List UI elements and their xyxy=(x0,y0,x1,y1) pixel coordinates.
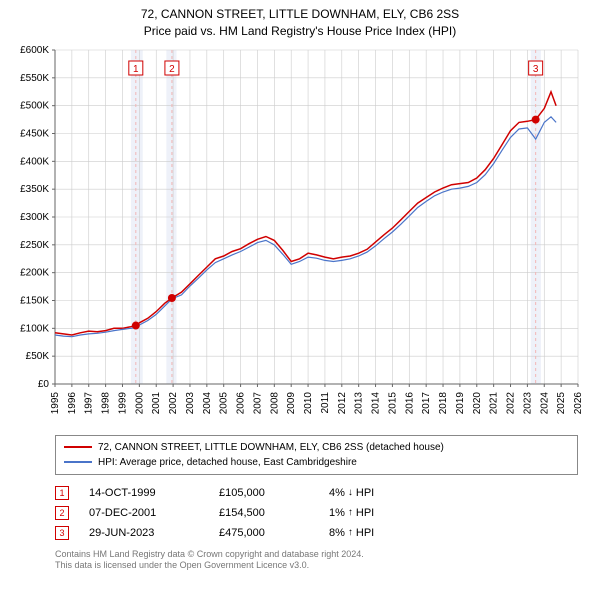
svg-text:2: 2 xyxy=(169,64,175,75)
arrow-down-icon: ↓ xyxy=(348,487,353,498)
svg-text:2001: 2001 xyxy=(151,391,162,414)
svg-text:1996: 1996 xyxy=(67,391,78,414)
svg-text:2015: 2015 xyxy=(387,391,398,414)
svg-text:£200K: £200K xyxy=(20,267,49,278)
event-delta: 8% ↑ HPI xyxy=(329,527,419,539)
svg-text:2002: 2002 xyxy=(168,391,179,414)
svg-text:2004: 2004 xyxy=(202,391,213,414)
event-row: 2 07-DEC-2001 £154,500 1% ↑ HPI xyxy=(55,503,578,523)
svg-text:£150K: £150K xyxy=(20,295,49,306)
footer-line-2: This data is licensed under the Open Gov… xyxy=(55,560,578,572)
event-row: 3 29-JUN-2023 £475,000 8% ↑ HPI xyxy=(55,523,578,543)
svg-text:2025: 2025 xyxy=(556,391,567,414)
svg-text:£50K: £50K xyxy=(26,351,50,362)
events-block: 1 14-OCT-1999 £105,000 4% ↓ HPI 2 07-DEC… xyxy=(55,483,578,543)
svg-text:2013: 2013 xyxy=(354,391,365,414)
event-date: 14-OCT-1999 xyxy=(89,487,199,499)
svg-text:2012: 2012 xyxy=(337,391,348,414)
svg-text:£600K: £600K xyxy=(20,45,49,56)
footer-line-1: Contains HM Land Registry data © Crown c… xyxy=(55,549,578,561)
event-date: 07-DEC-2001 xyxy=(89,507,199,519)
chart-svg: £0 £50K £100K £150K £200K £250K £300K £350K £400… xyxy=(0,44,600,429)
event-date: 29-JUN-2023 xyxy=(89,527,199,539)
svg-text:2009: 2009 xyxy=(286,391,297,414)
svg-text:£250K: £250K xyxy=(20,239,49,250)
footer-note: Contains HM Land Registry data © Crown c… xyxy=(55,549,578,572)
svg-text:£350K: £350K xyxy=(20,184,49,195)
svg-text:2006: 2006 xyxy=(236,391,247,414)
svg-text:2021: 2021 xyxy=(489,391,500,414)
title-address: 72, CANNON STREET, LITTLE DOWNHAM, ELY, … xyxy=(0,6,600,23)
event-marker-icon: 3 xyxy=(55,526,69,540)
svg-text:1999: 1999 xyxy=(117,391,128,414)
svg-text:1995: 1995 xyxy=(50,391,61,414)
event-delta: 4% ↓ HPI xyxy=(329,487,419,499)
event-marker-icon: 1 xyxy=(55,486,69,500)
svg-text:2018: 2018 xyxy=(438,391,449,414)
legend-label-2: HPI: Average price, detached house, East… xyxy=(98,455,357,470)
svg-text:1998: 1998 xyxy=(101,391,112,414)
svg-text:2010: 2010 xyxy=(303,391,314,414)
event-price: £105,000 xyxy=(219,487,309,499)
arrow-up-icon: ↑ xyxy=(348,507,353,518)
svg-text:2011: 2011 xyxy=(320,391,331,413)
svg-text:£550K: £550K xyxy=(20,72,49,83)
event-row: 1 14-OCT-1999 £105,000 4% ↓ HPI xyxy=(55,483,578,503)
legend-row: HPI: Average price, detached house, East… xyxy=(64,455,569,470)
title-block: 72, CANNON STREET, LITTLE DOWNHAM, ELY, … xyxy=(0,0,600,44)
svg-text:2020: 2020 xyxy=(472,391,483,414)
svg-text:2024: 2024 xyxy=(539,391,550,414)
svg-text:2000: 2000 xyxy=(134,391,145,414)
title-subtitle: Price paid vs. HM Land Registry's House … xyxy=(0,23,600,40)
svg-text:1997: 1997 xyxy=(84,391,95,414)
svg-text:£400K: £400K xyxy=(20,156,49,167)
legend-box: 72, CANNON STREET, LITTLE DOWNHAM, ELY, … xyxy=(55,435,578,475)
svg-text:2014: 2014 xyxy=(371,391,382,414)
event-price: £154,500 xyxy=(219,507,309,519)
legend-row: 72, CANNON STREET, LITTLE DOWNHAM, ELY, … xyxy=(64,440,569,455)
svg-text:£0: £0 xyxy=(38,379,50,390)
svg-text:1: 1 xyxy=(133,64,139,75)
svg-text:3: 3 xyxy=(533,64,539,75)
svg-text:2007: 2007 xyxy=(252,391,263,414)
svg-text:£450K: £450K xyxy=(20,128,49,139)
svg-text:2016: 2016 xyxy=(404,391,415,414)
svg-text:2023: 2023 xyxy=(522,391,533,414)
svg-text:2019: 2019 xyxy=(455,391,466,414)
svg-text:2008: 2008 xyxy=(269,391,280,414)
event-price: £475,000 xyxy=(219,527,309,539)
svg-text:£100K: £100K xyxy=(20,323,49,334)
legend-swatch-1 xyxy=(64,446,92,448)
legend-label-1: 72, CANNON STREET, LITTLE DOWNHAM, ELY, … xyxy=(98,440,444,455)
legend-swatch-2 xyxy=(64,461,92,463)
event-marker-icon: 2 xyxy=(55,506,69,520)
svg-text:2005: 2005 xyxy=(219,391,230,414)
arrow-up-icon: ↑ xyxy=(348,527,353,538)
chart-container: 72, CANNON STREET, LITTLE DOWNHAM, ELY, … xyxy=(0,0,600,572)
svg-text:2022: 2022 xyxy=(506,391,517,414)
svg-text:2003: 2003 xyxy=(185,391,196,414)
chart-area: £0 £50K £100K £150K £200K £250K £300K £350K £400… xyxy=(0,44,600,429)
svg-text:£300K: £300K xyxy=(20,212,49,223)
event-delta: 1% ↑ HPI xyxy=(329,507,419,519)
svg-text:£500K: £500K xyxy=(20,100,49,111)
svg-text:2017: 2017 xyxy=(421,391,432,414)
svg-text:2026: 2026 xyxy=(573,391,584,414)
